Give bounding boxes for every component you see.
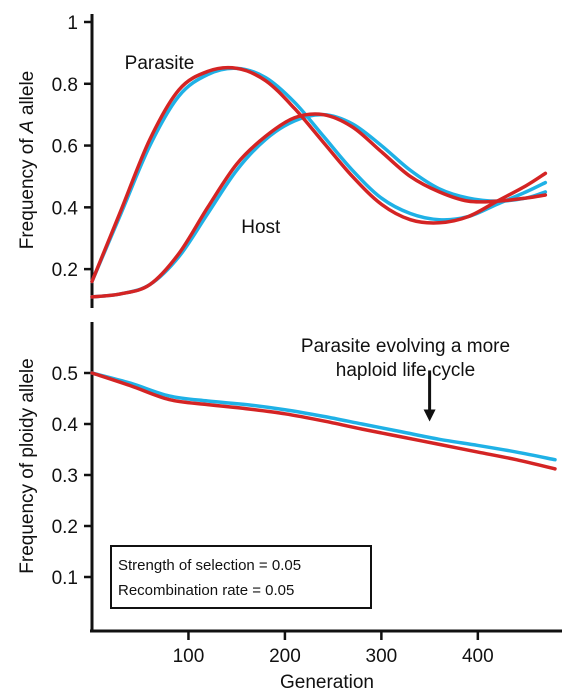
info-box: Strength of selection = 0.05 Recombinati… <box>110 545 372 609</box>
arrow-annotation-line-2: haploid life cycle <box>336 360 475 381</box>
top-y-axis-label-italic: A <box>17 120 38 134</box>
bottom-y-tick-label: 0.4 <box>52 415 79 436</box>
info-box-line-2: Recombination rate = 0.05 <box>118 582 294 599</box>
bottom-panel: 0.1 0.2 0.3 0.4 0.5 100 200 300 400 Frequency o… <box>17 322 562 693</box>
bottom-y-tick-label: 0.2 <box>52 517 78 538</box>
top-panel: 0.2 0.4 0.6 0.8 1 Frequency of A allele Para… <box>17 13 548 308</box>
top-y-tick-label: 1 <box>67 13 78 34</box>
top-series-group <box>90 65 548 299</box>
arrow-head-icon <box>423 409 436 422</box>
host-label: Host <box>241 217 281 238</box>
x-axis-label: Generation <box>280 672 374 693</box>
arrow-annotation-line-1: Parasite evolving a more <box>301 336 510 357</box>
x-tick-label: 100 <box>173 646 205 667</box>
bottom-y-ticks: 0.1 0.2 0.3 0.4 0.5 <box>52 364 92 589</box>
top-y-axis-label-prefix: Frequency of <box>17 133 38 249</box>
top-y-axis-label-suffix: allele <box>17 71 38 121</box>
info-box-frame <box>110 545 372 609</box>
top-y-tick-label: 0.6 <box>52 137 78 158</box>
x-tick-label: 200 <box>269 646 301 667</box>
series-line-host-red <box>90 112 548 299</box>
bottom-x-ticks: 100 200 300 400 <box>173 631 494 667</box>
top-y-tick-label: 0.2 <box>52 260 78 281</box>
bottom-y-tick-label: 0.3 <box>52 466 78 487</box>
info-box-line-1: Strength of selection = 0.05 <box>118 557 301 574</box>
series-line-host-blue <box>90 112 548 299</box>
series-line-ploidy-blue <box>90 371 557 462</box>
top-y-tick-label: 0.4 <box>52 198 79 219</box>
series-line-parasite-blue <box>90 66 548 284</box>
top-y-ticks: 0.2 0.4 0.6 0.8 1 <box>52 13 92 281</box>
bottom-series-group <box>90 371 557 471</box>
parasite-label: Parasite <box>125 53 195 74</box>
x-tick-label: 400 <box>462 646 494 667</box>
series-line-parasite-red <box>90 65 548 284</box>
bottom-y-tick-label: 0.1 <box>52 568 78 589</box>
bottom-y-axis-label: Frequency of ploidy allele <box>17 358 38 573</box>
x-tick-label: 300 <box>366 646 398 667</box>
series-line-ploidy-red <box>90 371 557 471</box>
bottom-y-tick-label: 0.5 <box>52 364 78 385</box>
top-y-tick-label: 0.8 <box>52 75 78 96</box>
top-y-axis-label: Frequency of A allele <box>17 71 38 250</box>
